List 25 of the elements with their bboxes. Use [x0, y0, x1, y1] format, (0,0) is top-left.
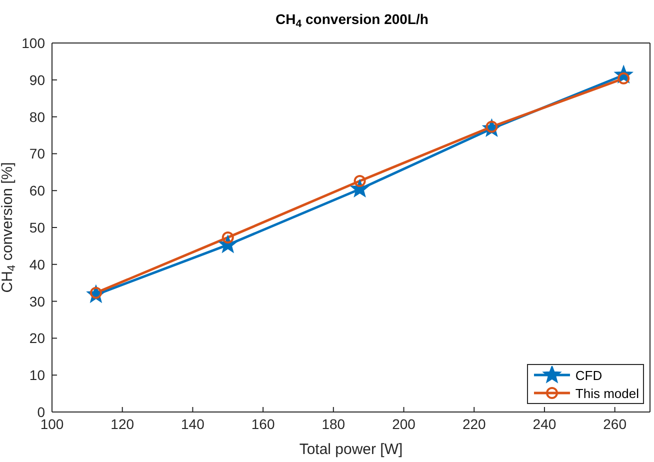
y-tick-label: 100: [22, 34, 46, 51]
point: [350, 180, 369, 197]
x-tick-label: 180: [322, 416, 346, 432]
y-tick-label: 20: [29, 330, 46, 346]
y-tick-label: 70: [29, 146, 46, 162]
y-tick-label: 10: [29, 367, 46, 384]
x-tick-label: 220: [462, 416, 486, 432]
y-tick-label: 60: [29, 182, 46, 199]
x-tick-label: 260: [603, 416, 627, 432]
x-tick-label: 200: [392, 416, 416, 432]
point: [354, 175, 366, 188]
y-tick-label: 40: [29, 256, 46, 272]
y-tick-label: 80: [29, 108, 46, 125]
x-tick-label: 240: [532, 416, 556, 432]
x-axis-title: Total power [W]: [299, 441, 403, 458]
legend-label: CFD: [575, 368, 602, 382]
chart-title: CH$_{4}$ conversion 200L/h: [276, 11, 428, 30]
y-tick-label: 50: [29, 219, 46, 236]
x-tick-label: 120: [110, 416, 134, 432]
legend-label: This model: [575, 386, 639, 400]
y-tick-label: 90: [29, 72, 46, 88]
y-tick-label: 30: [29, 293, 46, 310]
x-tick-label: 140: [181, 416, 205, 432]
x-tick-label: 160: [251, 416, 275, 432]
point: [222, 231, 234, 244]
